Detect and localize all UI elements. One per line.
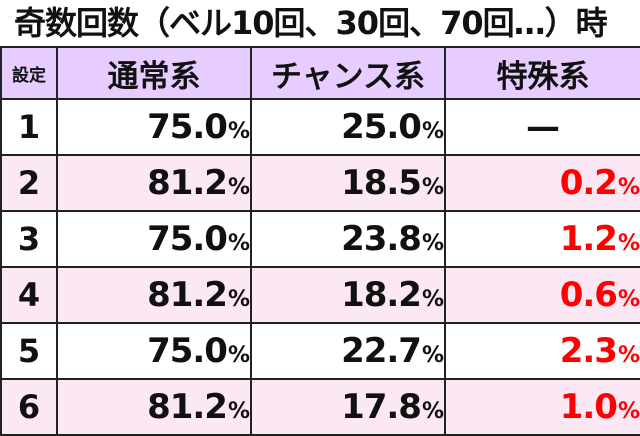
header-special: 特殊系 bbox=[444, 46, 640, 100]
percent-sign: % bbox=[227, 119, 250, 144]
normal-cell: 75.0% bbox=[56, 98, 252, 156]
special-cell: 1.2% bbox=[444, 210, 640, 268]
normal-cell: 75.0% bbox=[56, 322, 252, 380]
special-cell: 0.6% bbox=[444, 266, 640, 324]
probability-table: 設定 通常系 チャンス系 特殊系 1 75.0% 25.0% —2 81.2% 18.5%… bbox=[0, 46, 640, 436]
setting-cell: 4 bbox=[0, 266, 58, 324]
value: 1.2 bbox=[559, 219, 618, 259]
percent-sign: % bbox=[421, 119, 444, 144]
value: 81.2 bbox=[147, 387, 228, 427]
table-row: 6 81.2% 17.8% 1.0% bbox=[0, 378, 640, 436]
value: 17.8 bbox=[341, 387, 422, 427]
percent-sign: % bbox=[617, 231, 640, 256]
setting-cell: 3 bbox=[0, 210, 58, 268]
chance-cell: 18.2% bbox=[250, 266, 446, 324]
special-cell: 2.3% bbox=[444, 322, 640, 380]
chance-cell: 17.8% bbox=[250, 378, 446, 436]
value: 23.8 bbox=[341, 219, 422, 259]
value: 1.0 bbox=[559, 387, 618, 427]
percent-sign: % bbox=[421, 175, 444, 200]
header-setting: 設定 bbox=[0, 46, 58, 100]
value: 2.3 bbox=[559, 331, 618, 371]
normal-cell: 81.2% bbox=[56, 154, 252, 212]
percent-sign: % bbox=[617, 343, 640, 368]
percent-sign: % bbox=[421, 287, 444, 312]
setting-cell: 5 bbox=[0, 322, 58, 380]
normal-cell: 81.2% bbox=[56, 266, 252, 324]
normal-cell: 75.0% bbox=[56, 210, 252, 268]
percent-sign: % bbox=[421, 343, 444, 368]
chance-cell: 18.5% bbox=[250, 154, 446, 212]
table-header-row: 設定 通常系 チャンス系 特殊系 bbox=[0, 46, 640, 100]
special-cell: 0.2% bbox=[444, 154, 640, 212]
percent-sign: % bbox=[421, 231, 444, 256]
percent-sign: % bbox=[227, 175, 250, 200]
table-row: 1 75.0% 25.0% — bbox=[0, 98, 640, 156]
normal-cell: 81.2% bbox=[56, 378, 252, 436]
value: 22.7 bbox=[341, 331, 422, 371]
value: 81.2 bbox=[147, 275, 228, 315]
value: 75.0 bbox=[147, 219, 228, 259]
setting-cell: 1 bbox=[0, 98, 58, 156]
page-title: 奇数回数（ベル10回、30回、70回…）時 bbox=[0, 0, 640, 46]
percent-sign: % bbox=[227, 399, 250, 424]
header-normal: 通常系 bbox=[56, 46, 252, 100]
value: 75.0 bbox=[147, 107, 228, 147]
chance-cell: 22.7% bbox=[250, 322, 446, 380]
percent-sign: % bbox=[421, 399, 444, 424]
percent-sign: % bbox=[617, 287, 640, 312]
table-row: 5 75.0% 22.7% 2.3% bbox=[0, 322, 640, 380]
percent-sign: % bbox=[617, 399, 640, 424]
table-row: 4 81.2% 18.2% 0.6% bbox=[0, 266, 640, 324]
value: 81.2 bbox=[147, 163, 228, 203]
table-row: 3 75.0% 23.8% 1.2% bbox=[0, 210, 640, 268]
percent-sign: % bbox=[227, 287, 250, 312]
chance-cell: 25.0% bbox=[250, 98, 446, 156]
value: 75.0 bbox=[147, 331, 228, 371]
setting-cell: 6 bbox=[0, 378, 58, 436]
percent-sign: % bbox=[227, 231, 250, 256]
table-row: 2 81.2% 18.5% 0.2% bbox=[0, 154, 640, 212]
value: 25.0 bbox=[341, 107, 422, 147]
percent-sign: % bbox=[227, 343, 250, 368]
setting-cell: 2 bbox=[0, 154, 58, 212]
value: 0.6 bbox=[559, 275, 618, 315]
value: 18.2 bbox=[341, 275, 422, 315]
table-body: 1 75.0% 25.0% —2 81.2% 18.5% 0.2% 3 75.0% 23.8% 1.… bbox=[0, 98, 640, 436]
value: 0.2 bbox=[559, 163, 618, 203]
special-cell: 1.0% bbox=[444, 378, 640, 436]
dash-value: — bbox=[526, 107, 560, 147]
value: 18.5 bbox=[341, 163, 422, 203]
percent-sign: % bbox=[617, 175, 640, 200]
special-cell: — bbox=[444, 98, 640, 156]
chance-cell: 23.8% bbox=[250, 210, 446, 268]
header-chance: チャンス系 bbox=[250, 46, 446, 100]
